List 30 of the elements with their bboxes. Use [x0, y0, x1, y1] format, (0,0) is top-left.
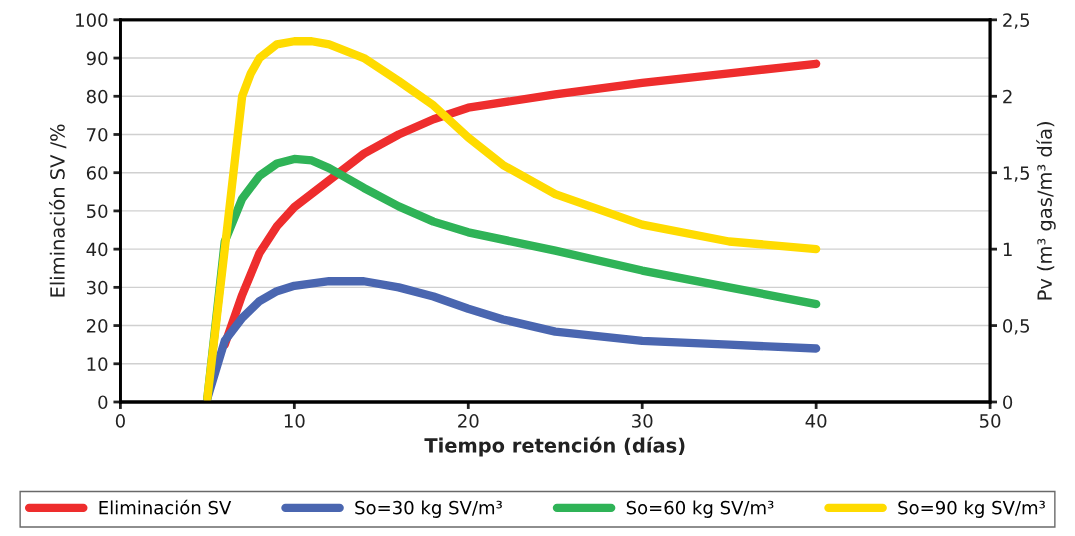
y-tick-label: 70: [87, 127, 108, 142]
y-tick-label: 50: [87, 204, 108, 219]
y2-tick-label: 0: [1003, 395, 1013, 410]
y2-tick-label: 2: [1003, 89, 1012, 104]
y2-tick-label: 1,5: [1003, 166, 1030, 182]
y-tick-label: 100: [76, 13, 108, 27]
y2-tick-label: 0,5: [1003, 319, 1030, 335]
y-axis-title: Eliminación SV /%: [48, 124, 67, 297]
y-tick-label: 0: [98, 395, 108, 410]
y-tick-label: 10: [87, 357, 108, 371]
y-tick-label: 30: [87, 280, 108, 295]
x-tick-label: 50: [979, 414, 1001, 428]
x-tick-label: 0: [115, 414, 125, 428]
x-tick-label: 10: [284, 414, 305, 428]
x-tick-label: 40: [805, 414, 827, 428]
y-tick-label: 20: [86, 319, 108, 333]
y-tick-label: 80: [86, 89, 108, 104]
y-tick-label: 40: [86, 242, 108, 257]
x-tick-label: 20: [458, 414, 479, 428]
y2-axis-title: Pv (m³ gas/m³ día): [1036, 122, 1056, 300]
y-tick-label: 60: [86, 166, 108, 180]
x-axis-title: Tiempo retención (días): [424, 436, 685, 457]
legend-label: Eliminación SV: [99, 499, 232, 515]
y-tick-label: 90: [86, 51, 108, 66]
legend-label: So=60 kg SV/m³: [626, 500, 774, 518]
y2-tick-label: 2,5: [1003, 13, 1030, 29]
x-tick-label: 30: [632, 414, 653, 428]
y2-tick-label: 1: [1003, 242, 1012, 256]
legend-label: So=30 kg SV/m³: [355, 500, 502, 518]
legend-label: So=90 kg SV/m³: [898, 500, 1045, 518]
